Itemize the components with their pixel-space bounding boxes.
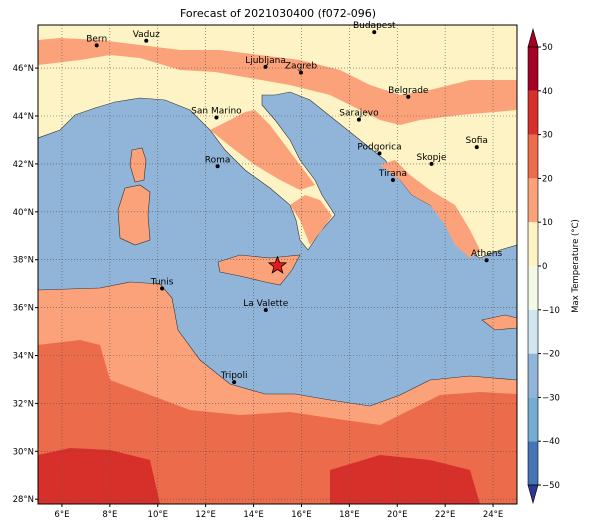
title: Forecast of 2021030400 (f072-096) bbox=[180, 7, 376, 20]
city-dot bbox=[372, 30, 377, 35]
city-label: Zagreb bbox=[285, 62, 317, 72]
colorbar-segment bbox=[528, 441, 538, 485]
city-label: Vaduz bbox=[133, 30, 160, 40]
city-dot bbox=[484, 258, 489, 263]
lon-tick-label: 8°E bbox=[102, 510, 117, 520]
colorbar: −50 −40 −30 −20 −10 0 10 20 30 40 50 bbox=[527, 27, 560, 505]
colorbar-tick-label: −40 bbox=[542, 437, 560, 447]
city-label: Bern bbox=[86, 34, 107, 44]
city-dot bbox=[474, 145, 479, 150]
lat-tick-label: 34°N bbox=[13, 352, 34, 362]
colorbar-segment bbox=[528, 353, 538, 398]
city-label: Athens bbox=[471, 249, 502, 259]
colorbar-tick-label: 0 bbox=[542, 262, 547, 272]
colorbar-extend-bottom bbox=[527, 484, 539, 505]
lat-tick-label: 30°N bbox=[13, 447, 34, 457]
lon-tick-label: 10°E bbox=[148, 510, 168, 520]
lon-tick-label: 18°E bbox=[339, 510, 359, 520]
city-label: Sarajevo bbox=[339, 109, 379, 119]
lat-tick-label: 28°N bbox=[13, 495, 34, 505]
city-dot bbox=[214, 115, 219, 120]
city-dot bbox=[215, 164, 220, 169]
city-label: Roma bbox=[205, 155, 231, 165]
map-frame bbox=[37, 24, 518, 505]
lat-tick-label: 38°N bbox=[13, 256, 34, 266]
colorbar-segment bbox=[528, 309, 538, 354]
city-label: Belgrade bbox=[388, 86, 429, 96]
lon-tick-label: 16°E bbox=[291, 510, 311, 520]
city-label: Budapest bbox=[353, 21, 396, 31]
colorbar-tick-label: 10 bbox=[542, 218, 553, 228]
city-dot bbox=[377, 151, 382, 156]
city-dot bbox=[263, 64, 268, 69]
city-label: Tripoli bbox=[220, 371, 248, 381]
colorbar-tick-label: −20 bbox=[542, 350, 560, 360]
city-label: Ljubljana bbox=[245, 56, 286, 66]
colorbar-segment bbox=[528, 222, 538, 266]
colorbar-label: Max Temperature (°C) bbox=[571, 219, 581, 313]
lat-tick-label: 32°N bbox=[13, 399, 34, 409]
colorbar-tick-label: 30 bbox=[542, 131, 553, 141]
colorbar-tick-label: 40 bbox=[542, 87, 553, 97]
colorbar-tick-label: −30 bbox=[542, 393, 560, 403]
colorbar-tick-label: 20 bbox=[542, 174, 553, 184]
colorbar-tick-label: −50 bbox=[542, 481, 560, 491]
city-label: Tirana bbox=[378, 169, 407, 179]
city-dot bbox=[160, 286, 165, 291]
city-label: San Marino bbox=[191, 106, 242, 116]
colorbar-segment bbox=[528, 266, 538, 310]
lon-tick-label: 6°E bbox=[54, 510, 69, 520]
lat-tick-label: 44°N bbox=[13, 112, 34, 122]
city-dot bbox=[94, 43, 99, 48]
colorbar-segment bbox=[528, 47, 538, 91]
colorbar-segment bbox=[528, 397, 538, 442]
city-label: Skopje bbox=[417, 153, 447, 163]
city-label: Sofia bbox=[466, 136, 488, 146]
lon-tick-label: 22°E bbox=[435, 510, 455, 520]
city-dot bbox=[232, 380, 237, 385]
city-dot bbox=[390, 177, 395, 182]
colorbar-segment bbox=[528, 90, 538, 135]
city-dot bbox=[298, 70, 303, 75]
city-label: Podgorica bbox=[357, 142, 401, 152]
star-marker bbox=[267, 255, 288, 274]
city-label: La Valette bbox=[243, 299, 288, 309]
lat-tick-label: 46°N bbox=[13, 64, 34, 74]
colorbar-tick-label: 50 bbox=[542, 43, 553, 53]
city-dot bbox=[406, 94, 411, 99]
lon-tick-label: 14°E bbox=[243, 510, 263, 520]
colorbar-tick-label: −10 bbox=[542, 306, 560, 316]
city-dot bbox=[144, 38, 149, 43]
lon-tick-label: 24°E bbox=[483, 510, 503, 520]
lon-tick-label: 12°E bbox=[195, 510, 215, 520]
lat-tick-label: 36°N bbox=[13, 304, 34, 314]
lat-tick-label: 42°N bbox=[13, 160, 34, 170]
city-label: Tunis bbox=[150, 277, 174, 287]
colorbar-segment bbox=[528, 134, 538, 179]
colorbar-extend-top bbox=[527, 27, 539, 48]
colorbar-segment bbox=[528, 178, 538, 223]
lon-tick-label: 20°E bbox=[387, 510, 407, 520]
city-dot bbox=[356, 117, 361, 122]
city-dot bbox=[429, 161, 434, 166]
lat-tick-label: 40°N bbox=[13, 208, 34, 218]
grid: 6°E 8°E 10°E 12°E 14°E 16°E 18°E 20°E 22°E 24°E 28… bbox=[13, 25, 517, 520]
city-dot bbox=[263, 308, 268, 313]
